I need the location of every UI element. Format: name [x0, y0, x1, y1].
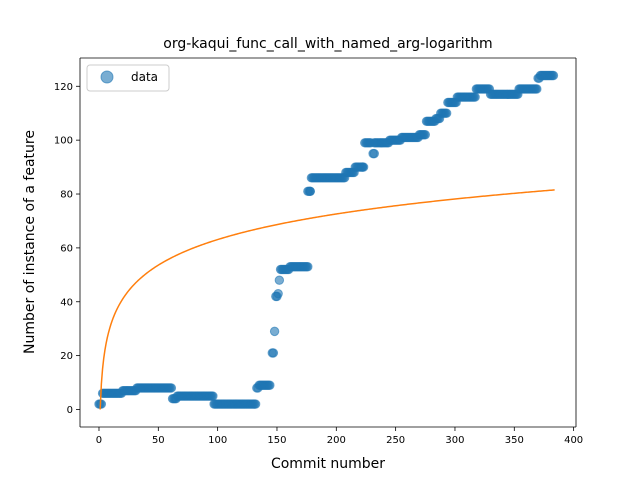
data-point — [208, 391, 218, 401]
data-point — [357, 162, 368, 172]
x-axis: 0 50 100 150 200 250 300 350 400 — [96, 427, 583, 446]
data-point — [369, 148, 379, 159]
x-tick-label: 200 — [327, 435, 346, 446]
x-tick-label: 50 — [152, 435, 165, 446]
x-tick-label: 400 — [564, 435, 583, 446]
y-tick-label: 100 — [54, 136, 73, 147]
y-tick-label: 20 — [60, 351, 73, 362]
y-axis: 0 20 40 60 80 100 120 — [54, 82, 80, 416]
y-tick-label: 120 — [54, 82, 73, 93]
x-tick-label: 100 — [208, 435, 227, 446]
y-tick-label: 80 — [60, 190, 73, 201]
data-point — [274, 275, 285, 285]
axes-frame — [79, 57, 577, 428]
plot-area — [94, 70, 559, 410]
chart-title: org-kaqui_func_call_with_named_arg-logar… — [163, 36, 492, 52]
fit-line — [99, 189, 555, 410]
data-point — [273, 288, 283, 299]
data-point — [420, 130, 430, 140]
x-tick-label: 300 — [445, 435, 464, 446]
data-point — [265, 380, 275, 390]
data-point — [441, 108, 452, 118]
x-tick-label: 0 — [96, 435, 102, 446]
data-point — [303, 262, 313, 272]
x-axis-label: Commit number — [271, 456, 385, 472]
x-tick-label: 250 — [386, 435, 405, 446]
data-point — [166, 383, 177, 393]
data-point — [548, 70, 559, 81]
x-tick-label: 150 — [267, 435, 286, 446]
y-tick-label: 40 — [60, 297, 73, 308]
data-point — [470, 92, 480, 102]
data-point — [268, 348, 279, 358]
y-axis-label: Number of instance of a feature — [22, 130, 38, 354]
legend-marker-data — [100, 70, 114, 84]
data-point — [96, 399, 107, 409]
data-point — [269, 326, 280, 337]
y-tick-label: 0 — [67, 405, 73, 416]
legend: data — [86, 64, 170, 92]
x-tick-label: 350 — [505, 435, 524, 446]
data-point — [250, 399, 261, 409]
legend-label-data: data — [131, 70, 158, 84]
data-point — [305, 186, 315, 197]
data-point — [532, 84, 542, 94]
y-tick-label: 60 — [60, 243, 73, 254]
